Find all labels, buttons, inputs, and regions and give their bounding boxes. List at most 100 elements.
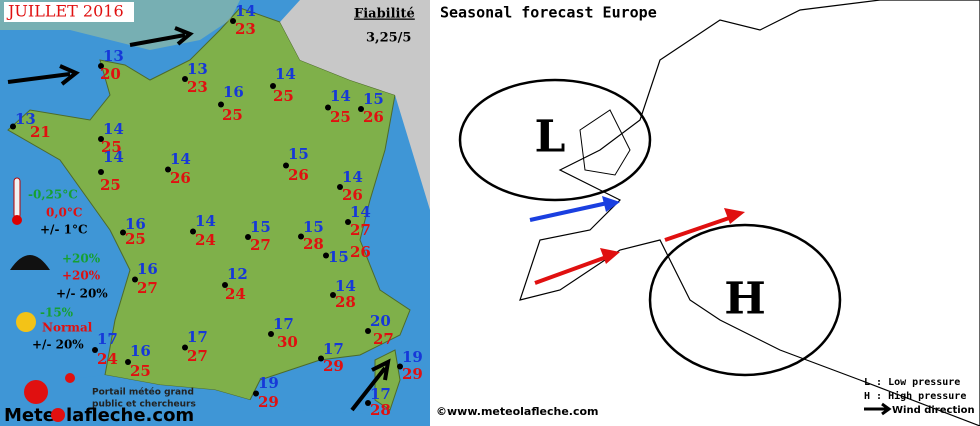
city-dot bbox=[345, 219, 351, 225]
temp-min: 13 bbox=[103, 47, 124, 65]
temp-min: 15 bbox=[328, 248, 349, 266]
temp-max: 24 bbox=[97, 350, 118, 368]
temp-max: 27 bbox=[373, 330, 394, 348]
temp-min: 16 bbox=[223, 83, 244, 101]
temp-max: 23 bbox=[187, 78, 208, 96]
temp-max: 29 bbox=[258, 393, 279, 411]
city-dot bbox=[10, 123, 16, 130]
legend-rain: +20% bbox=[62, 252, 101, 266]
temp-min: 16 bbox=[130, 342, 151, 360]
city-dot bbox=[337, 184, 343, 190]
city-dot bbox=[98, 169, 104, 175]
city-dot bbox=[92, 347, 98, 353]
logo-dot bbox=[65, 373, 75, 383]
city-dot bbox=[268, 331, 274, 337]
temp-min: 14 bbox=[330, 87, 351, 105]
temp-min: 14 bbox=[350, 203, 371, 221]
temp-max: 28 bbox=[303, 235, 324, 253]
city-dot bbox=[245, 234, 251, 240]
legend-rain-range: +/- 20% bbox=[56, 287, 108, 301]
temp-min: 17 bbox=[323, 340, 344, 358]
temp-min: 15 bbox=[303, 218, 324, 236]
temp-max: 27 bbox=[350, 221, 371, 239]
city-dot bbox=[330, 292, 336, 298]
temp-max: 28 bbox=[370, 401, 391, 419]
city-dot bbox=[98, 136, 104, 142]
temp-max: 26 bbox=[350, 243, 371, 261]
temp-min: 14 bbox=[335, 277, 356, 295]
sea-south bbox=[0, 375, 430, 426]
tagline: public et chercheurs bbox=[92, 400, 196, 410]
wind-arrow-blue bbox=[529, 200, 613, 222]
temp-min: 14 bbox=[275, 65, 296, 83]
wind-arrow bbox=[7, 64, 80, 86]
arrowhead bbox=[602, 196, 620, 212]
city-dot bbox=[365, 328, 371, 334]
legend-sun: -15% bbox=[40, 306, 74, 320]
city-dot bbox=[283, 162, 289, 169]
wind-arrow bbox=[129, 26, 194, 47]
neighbours bbox=[280, 0, 430, 210]
reliability: 3,25/5 bbox=[366, 31, 411, 46]
wind-arrow-red bbox=[534, 253, 613, 285]
temp-max: 20 bbox=[100, 65, 121, 83]
sun bbox=[16, 312, 36, 332]
city-dot bbox=[270, 83, 276, 89]
europe-outline bbox=[519, 0, 980, 426]
temp-min: 17 bbox=[273, 315, 294, 333]
city-dot bbox=[325, 104, 331, 111]
city-dot bbox=[120, 229, 126, 236]
umbrella bbox=[10, 255, 50, 270]
legend-low: L : Low pressure bbox=[864, 377, 960, 388]
city-dot bbox=[318, 355, 324, 362]
temp-min: 19 bbox=[402, 348, 423, 366]
uk-outline bbox=[579, 109, 631, 176]
temp-max: 26 bbox=[170, 169, 191, 187]
temp-max: 30 bbox=[277, 333, 298, 351]
temp-min: 14 bbox=[103, 148, 124, 166]
temp-max: 26 bbox=[363, 108, 384, 126]
city-dot bbox=[230, 18, 236, 24]
temp-max: 29 bbox=[402, 365, 423, 383]
city-dot bbox=[98, 63, 104, 69]
europe-title: Seasonal forecast Europe bbox=[440, 4, 657, 22]
city-dot bbox=[358, 106, 364, 112]
temp-max: 27 bbox=[137, 279, 158, 297]
temp-max: 26 bbox=[342, 186, 363, 204]
temp-min: 13 bbox=[187, 60, 208, 78]
city-dot bbox=[365, 400, 371, 406]
legend-wind: Wind direction bbox=[892, 405, 975, 416]
city-dot bbox=[182, 76, 188, 82]
legend-sun-range: +/- 20% bbox=[32, 338, 84, 352]
temp-max: 25 bbox=[101, 138, 122, 156]
temp-max: 26 bbox=[288, 166, 309, 184]
city-dot bbox=[253, 390, 259, 397]
temp-max: 25 bbox=[125, 230, 146, 248]
legend-sun-normal: Normal bbox=[42, 321, 93, 335]
legend-high: H : High pressure bbox=[864, 390, 966, 402]
city-dot bbox=[125, 359, 131, 365]
temp-min: 17 bbox=[187, 328, 208, 346]
legend-rain: +20% bbox=[62, 269, 101, 283]
city-dot bbox=[190, 228, 196, 235]
wind-arrow-red bbox=[664, 214, 736, 242]
high-pressure-ellipse bbox=[648, 223, 842, 377]
temp-max: 27 bbox=[250, 236, 271, 254]
temp-max: 25 bbox=[130, 362, 151, 380]
arrowhead bbox=[600, 248, 620, 264]
temp-min: 15 bbox=[363, 90, 384, 108]
temp-min: 17 bbox=[370, 385, 391, 403]
city-dot bbox=[298, 233, 304, 240]
title-box bbox=[4, 2, 134, 22]
temp-max: 25 bbox=[273, 87, 294, 105]
low-label: L bbox=[535, 112, 566, 163]
high-label: H bbox=[724, 274, 766, 325]
temp-max: 23 bbox=[235, 20, 256, 38]
legend-temperature-range: +/- 1°C bbox=[40, 223, 88, 237]
temp-min: 15 bbox=[250, 218, 271, 236]
temp-min: 14 bbox=[195, 212, 216, 230]
temp-max: 24 bbox=[195, 231, 216, 249]
tagline: Portail météo grand bbox=[92, 387, 194, 398]
city-dot bbox=[132, 276, 138, 283]
